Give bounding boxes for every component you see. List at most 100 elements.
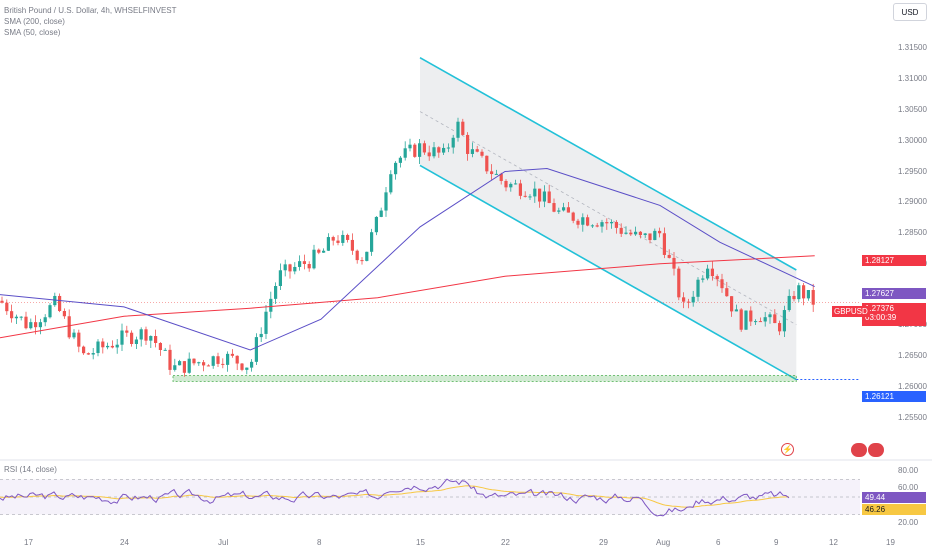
- price-tick: 1.29000: [898, 197, 927, 207]
- candle: [77, 329, 81, 353]
- candle-body: [394, 162, 398, 175]
- candle-body: [221, 363, 225, 365]
- time-tick: 12: [829, 538, 838, 547]
- candle-body: [298, 261, 302, 267]
- candle-body: [566, 207, 570, 213]
- channel-mid-line: [419, 111, 797, 326]
- candle: [163, 347, 167, 351]
- candle: [259, 327, 263, 342]
- candle: [101, 338, 105, 354]
- flag-us-icon[interactable]: [868, 443, 884, 457]
- candle: [576, 218, 580, 229]
- candle-body: [581, 217, 585, 225]
- rsi-legend: RSI (14, close): [4, 465, 57, 474]
- candle-body: [754, 321, 758, 323]
- candle: [542, 185, 546, 208]
- candle-body: [250, 361, 254, 368]
- candle: [682, 292, 686, 309]
- candle-body: [173, 365, 177, 370]
- candle: [293, 262, 297, 275]
- candle-body: [682, 297, 686, 302]
- channel-fill: [420, 57, 797, 380]
- candle-body: [230, 353, 234, 356]
- candle: [67, 309, 71, 340]
- candle: [19, 316, 23, 321]
- descending-channel[interactable]: [419, 56, 797, 381]
- candle-body: [758, 321, 762, 323]
- candle: [658, 227, 662, 238]
- candle: [82, 345, 86, 355]
- candle: [706, 264, 710, 281]
- candle-body: [595, 225, 599, 227]
- candle: [0, 296, 4, 304]
- candle-body: [629, 232, 633, 235]
- candle: [58, 293, 62, 313]
- candle: [106, 342, 110, 350]
- candle-body: [168, 349, 172, 370]
- time-tick: 6: [716, 538, 721, 547]
- candle: [528, 194, 532, 201]
- sma50-legend: SMA (50, close): [4, 28, 61, 37]
- price-tick: 1.30500: [898, 105, 927, 114]
- candle-body: [624, 232, 628, 234]
- flag-gb-icon[interactable]: [851, 443, 867, 457]
- price-tick: 1.26000: [898, 381, 927, 391]
- candle-body: [240, 363, 244, 370]
- candle: [648, 233, 652, 244]
- lightning-icon[interactable]: ⚡: [781, 443, 794, 456]
- candle: [653, 228, 657, 241]
- support-zone[interactable]: [0, 301, 860, 382]
- candle-body: [466, 134, 470, 154]
- candle: [317, 248, 321, 255]
- candle-body: [446, 147, 450, 149]
- candle-body: [533, 188, 537, 197]
- candle-body: [211, 356, 215, 366]
- candle: [605, 218, 609, 230]
- candle: [5, 299, 9, 315]
- candle-body: [485, 155, 489, 172]
- candle: [312, 244, 316, 270]
- price-tick: 1.26500: [898, 351, 927, 361]
- candle-body: [163, 349, 167, 351]
- candle-body: [413, 144, 417, 157]
- candle: [216, 352, 220, 367]
- candle: [182, 360, 186, 377]
- candle-body: [648, 233, 652, 241]
- candle: [586, 214, 590, 227]
- currency-button[interactable]: USD: [893, 3, 927, 21]
- candle: [96, 339, 100, 357]
- candle-body: [14, 316, 18, 319]
- candle: [768, 312, 772, 324]
- candle-body: [216, 356, 220, 364]
- candle-body: [350, 239, 354, 251]
- candle: [192, 358, 196, 366]
- candle-body: [72, 332, 76, 338]
- rsi-tick: 80.00: [898, 465, 919, 475]
- candle: [696, 277, 700, 302]
- candle-body: [806, 290, 810, 299]
- candle: [432, 142, 436, 159]
- candle: [38, 318, 42, 335]
- candle: [629, 229, 633, 236]
- candle-body: [562, 207, 566, 211]
- time-tick: 29: [599, 538, 608, 547]
- candle: [778, 320, 782, 336]
- candle-body: [326, 237, 330, 251]
- candle-body: [542, 191, 546, 202]
- candle: [634, 226, 638, 236]
- time-tick: Jul: [218, 538, 229, 547]
- candle-body: [389, 174, 393, 193]
- candle-body: [278, 270, 282, 287]
- candle-body: [53, 295, 57, 306]
- candle: [461, 118, 465, 136]
- rsi-tick: 20.00: [898, 518, 919, 528]
- candle-body: [576, 220, 580, 225]
- candle-body: [120, 330, 124, 345]
- candle: [408, 138, 412, 152]
- candle-body: [538, 188, 542, 202]
- candle-body: [235, 355, 239, 364]
- candle-body: [504, 180, 508, 188]
- sma200-price-badge: 1.28127: [862, 255, 926, 266]
